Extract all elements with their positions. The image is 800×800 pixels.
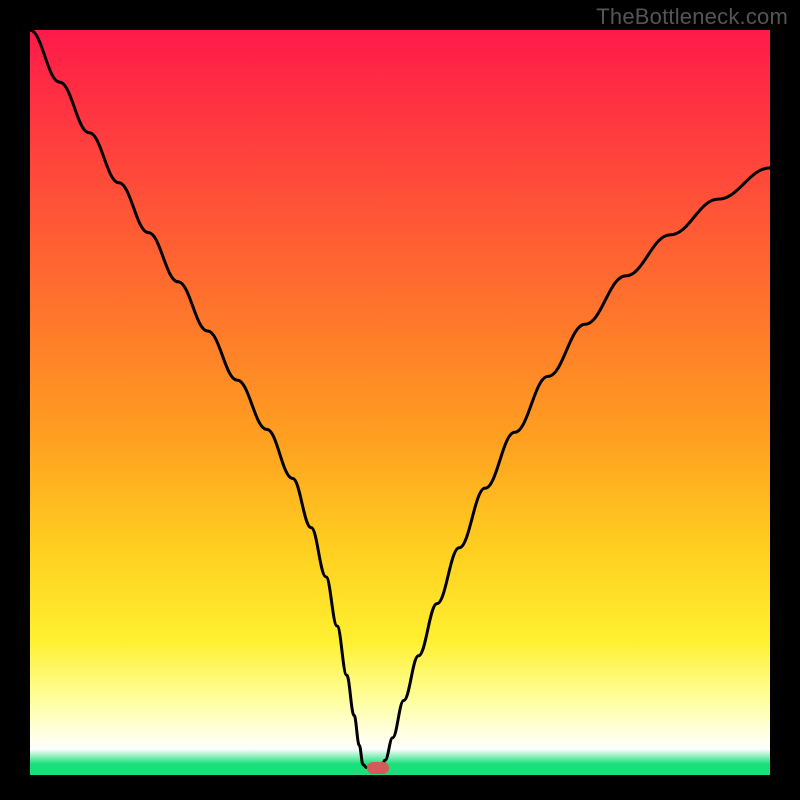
curve-path (30, 30, 770, 768)
figure-root: TheBottleneck.com (0, 0, 800, 800)
watermark-text: TheBottleneck.com (596, 4, 788, 30)
bottleneck-curve (30, 30, 770, 775)
minimum-marker (367, 762, 389, 774)
plot-area (30, 30, 770, 775)
